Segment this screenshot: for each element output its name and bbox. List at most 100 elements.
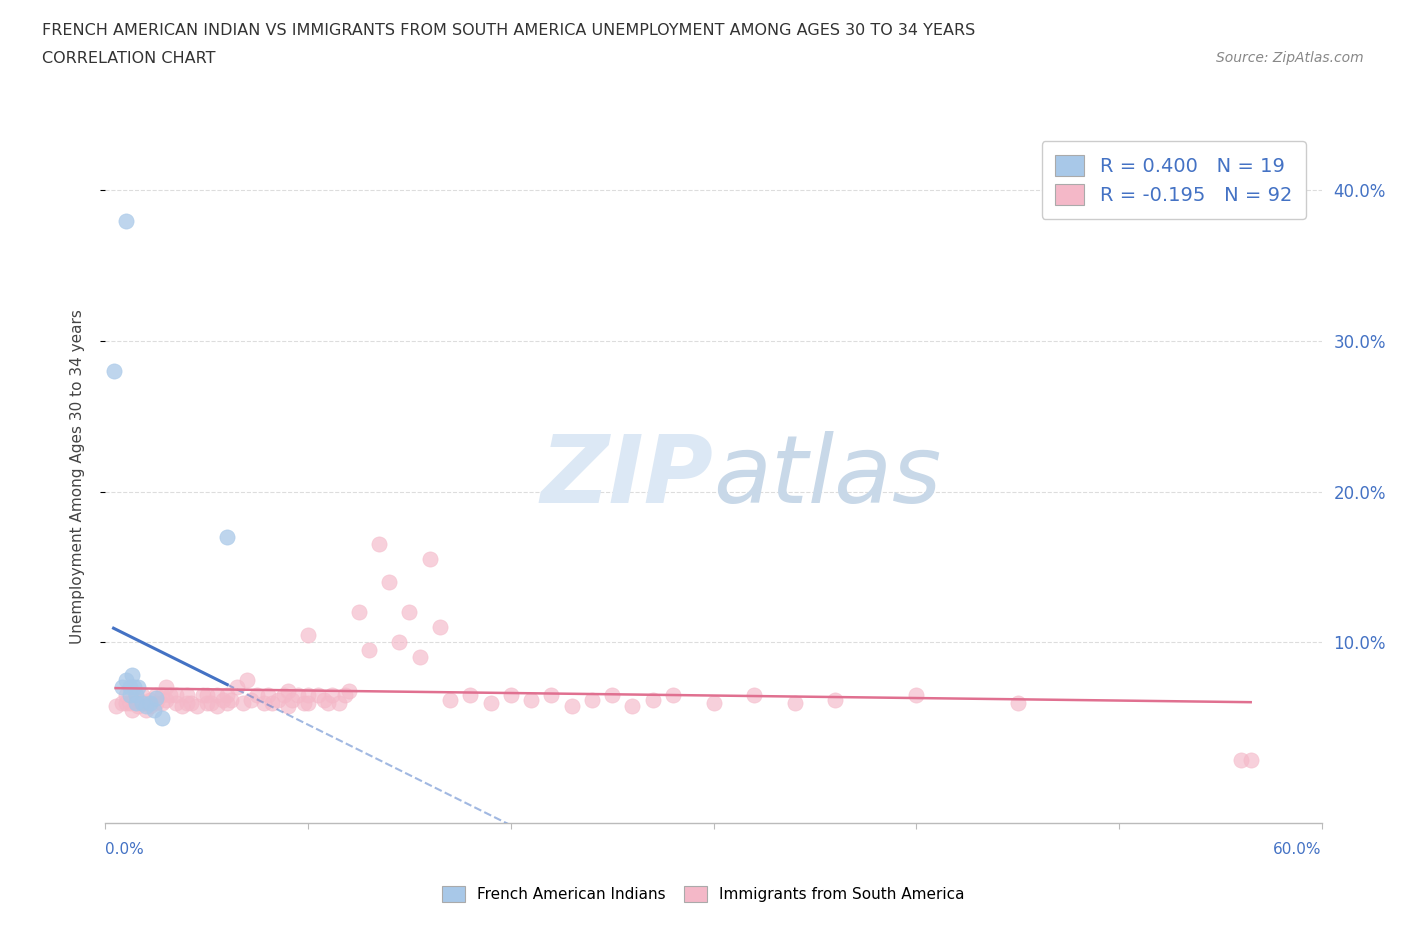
Point bbox=[150, 695, 173, 710]
Point bbox=[398, 604, 420, 619]
Point bbox=[662, 687, 685, 702]
Point bbox=[135, 698, 157, 713]
Point bbox=[125, 687, 148, 702]
Point bbox=[321, 687, 343, 702]
Point bbox=[520, 692, 543, 707]
Point bbox=[277, 683, 299, 698]
Point bbox=[600, 687, 623, 702]
Point bbox=[408, 650, 430, 665]
Point bbox=[103, 364, 125, 379]
Point bbox=[458, 687, 481, 702]
Point bbox=[1007, 695, 1029, 710]
Point bbox=[702, 695, 725, 710]
Point bbox=[122, 680, 145, 695]
Point bbox=[240, 692, 263, 707]
Point bbox=[118, 695, 141, 710]
Point bbox=[256, 687, 278, 702]
Point bbox=[176, 687, 198, 702]
Point bbox=[297, 687, 319, 702]
Point bbox=[165, 687, 187, 702]
Point bbox=[246, 687, 269, 702]
Point bbox=[125, 695, 148, 710]
Point bbox=[333, 687, 356, 702]
Point bbox=[281, 692, 304, 707]
Point bbox=[139, 695, 162, 710]
Point bbox=[205, 698, 228, 713]
Point bbox=[297, 628, 319, 643]
Legend: R = 0.400   N = 19, R = -0.195   N = 92: R = 0.400 N = 19, R = -0.195 N = 92 bbox=[1042, 141, 1306, 219]
Point bbox=[1240, 752, 1263, 767]
Point bbox=[307, 687, 329, 702]
Point bbox=[186, 698, 208, 713]
Text: 60.0%: 60.0% bbox=[1274, 842, 1322, 857]
Point bbox=[581, 692, 603, 707]
Point bbox=[131, 687, 153, 702]
Point bbox=[111, 695, 134, 710]
Point bbox=[621, 698, 644, 713]
Point bbox=[195, 687, 218, 702]
Point bbox=[561, 698, 583, 713]
Point bbox=[118, 687, 141, 702]
Point bbox=[150, 711, 173, 725]
Point bbox=[232, 695, 254, 710]
Point bbox=[368, 537, 391, 551]
Point bbox=[439, 692, 461, 707]
Text: FRENCH AMERICAN INDIAN VS IMMIGRANTS FROM SOUTH AMERICA UNEMPLOYMENT AMONG AGES : FRENCH AMERICAN INDIAN VS IMMIGRANTS FRO… bbox=[42, 23, 976, 38]
Point bbox=[337, 683, 360, 698]
Point bbox=[155, 680, 177, 695]
Point bbox=[429, 619, 451, 634]
Point bbox=[118, 680, 141, 695]
Point bbox=[200, 695, 222, 710]
Point bbox=[742, 687, 765, 702]
Point bbox=[217, 695, 239, 710]
Point bbox=[236, 672, 259, 687]
Point bbox=[292, 695, 315, 710]
Point bbox=[297, 695, 319, 710]
Y-axis label: Unemployment Among Ages 30 to 34 years: Unemployment Among Ages 30 to 34 years bbox=[70, 309, 84, 644]
Point bbox=[479, 695, 502, 710]
Point bbox=[388, 635, 411, 650]
Point bbox=[111, 680, 134, 695]
Point bbox=[287, 687, 309, 702]
Point bbox=[540, 687, 562, 702]
Point bbox=[114, 687, 136, 702]
Point bbox=[205, 687, 228, 702]
Point bbox=[104, 698, 127, 713]
Point bbox=[217, 529, 239, 544]
Point bbox=[318, 695, 340, 710]
Point bbox=[314, 692, 336, 707]
Point bbox=[212, 692, 235, 707]
Point bbox=[125, 687, 148, 702]
Point bbox=[499, 687, 522, 702]
Point bbox=[114, 695, 136, 710]
Point bbox=[150, 687, 173, 702]
Point bbox=[347, 604, 370, 619]
Text: Source: ZipAtlas.com: Source: ZipAtlas.com bbox=[1216, 51, 1364, 65]
Text: atlas: atlas bbox=[713, 432, 942, 522]
Point bbox=[219, 692, 242, 707]
Point bbox=[114, 672, 136, 687]
Point bbox=[419, 552, 441, 567]
Point bbox=[172, 698, 194, 713]
Point bbox=[139, 692, 162, 707]
Point bbox=[1229, 752, 1251, 767]
Legend: French American Indians, Immigrants from South America: French American Indians, Immigrants from… bbox=[436, 880, 970, 909]
Point bbox=[127, 698, 149, 713]
Point bbox=[277, 698, 299, 713]
Point bbox=[125, 695, 148, 710]
Point bbox=[121, 703, 143, 718]
Point bbox=[135, 703, 157, 718]
Point bbox=[145, 691, 167, 706]
Point bbox=[328, 695, 350, 710]
Point bbox=[905, 687, 928, 702]
Point bbox=[217, 687, 239, 702]
Point bbox=[378, 575, 401, 590]
Point bbox=[145, 687, 167, 702]
Point bbox=[159, 687, 181, 702]
Text: 0.0%: 0.0% bbox=[105, 842, 145, 857]
Point bbox=[180, 695, 202, 710]
Point bbox=[135, 695, 157, 710]
Point bbox=[641, 692, 664, 707]
Point bbox=[143, 703, 166, 718]
Point bbox=[195, 695, 218, 710]
